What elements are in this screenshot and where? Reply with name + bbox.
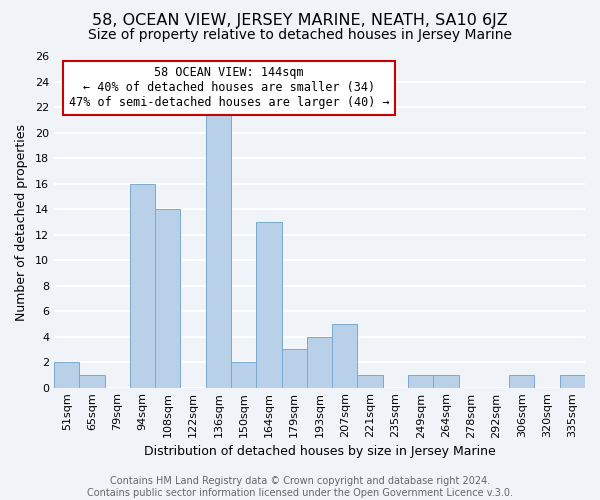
Bar [130,184,155,388]
Bar [206,108,231,388]
Bar [408,375,433,388]
Bar [560,375,585,388]
Bar [358,375,383,388]
Bar [281,350,307,388]
Bar [231,362,256,388]
Bar [509,375,535,388]
Bar [256,222,281,388]
Text: Contains HM Land Registry data © Crown copyright and database right 2024.
Contai: Contains HM Land Registry data © Crown c… [87,476,513,498]
Bar [79,375,104,388]
Bar [307,336,332,388]
Text: 58, OCEAN VIEW, JERSEY MARINE, NEATH, SA10 6JZ: 58, OCEAN VIEW, JERSEY MARINE, NEATH, SA… [92,12,508,28]
Bar [155,210,181,388]
Text: Size of property relative to detached houses in Jersey Marine: Size of property relative to detached ho… [88,28,512,42]
Y-axis label: Number of detached properties: Number of detached properties [15,124,28,320]
X-axis label: Distribution of detached houses by size in Jersey Marine: Distribution of detached houses by size … [143,444,496,458]
Bar [433,375,458,388]
Bar [54,362,79,388]
Bar [332,324,358,388]
Text: 58 OCEAN VIEW: 144sqm
← 40% of detached houses are smaller (34)
47% of semi-deta: 58 OCEAN VIEW: 144sqm ← 40% of detached … [69,66,389,110]
